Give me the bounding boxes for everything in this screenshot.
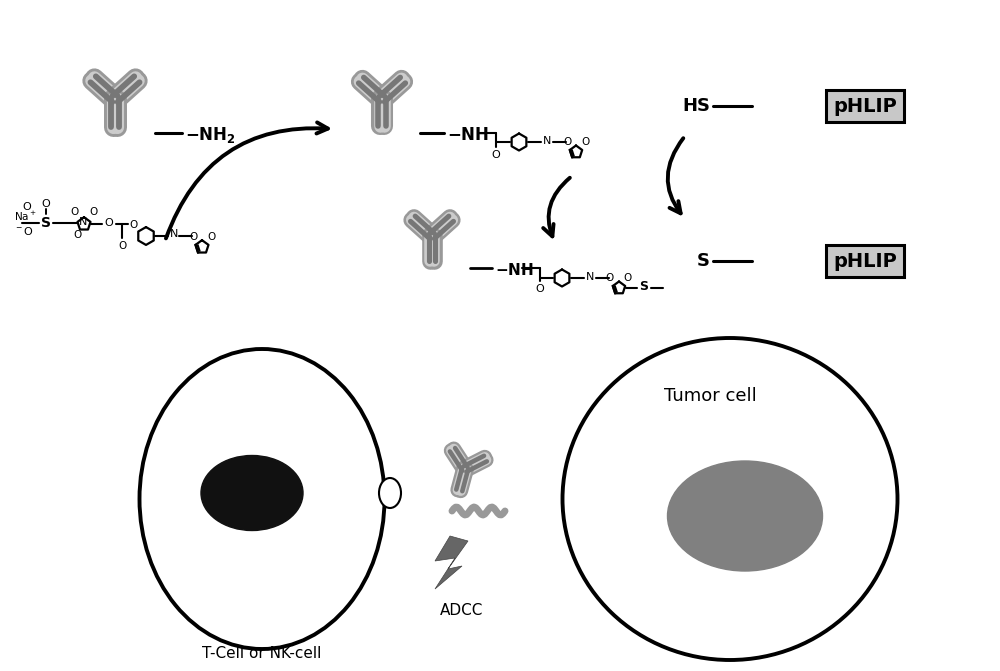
Text: N: N — [170, 229, 178, 239]
Text: pHLIP: pHLIP — [833, 252, 897, 270]
Text: O: O — [189, 232, 197, 242]
Text: $\bf{-NH}$: $\bf{-NH}$ — [495, 262, 534, 278]
Text: O: O — [89, 207, 97, 217]
Ellipse shape — [201, 456, 303, 531]
Text: T-Cell or NK-cell: T-Cell or NK-cell — [202, 646, 322, 661]
Text: O: O — [606, 273, 614, 283]
Text: O: O — [624, 273, 632, 283]
Text: $\bf{-NH}$: $\bf{-NH}$ — [447, 126, 489, 144]
Text: O: O — [118, 241, 126, 251]
Text: HS: HS — [682, 97, 710, 115]
Text: O: O — [23, 202, 31, 212]
Text: $\bf{-NH_2}$: $\bf{-NH_2}$ — [185, 125, 236, 145]
Text: Tumor cell: Tumor cell — [664, 387, 756, 405]
Text: S: S — [640, 280, 648, 293]
Ellipse shape — [668, 461, 822, 571]
Text: O: O — [42, 199, 50, 209]
Ellipse shape — [140, 349, 384, 649]
Text: pHLIP: pHLIP — [833, 97, 897, 115]
Text: O: O — [536, 284, 544, 294]
Text: O: O — [581, 137, 589, 147]
Text: O: O — [207, 232, 215, 242]
Text: O: O — [563, 137, 571, 147]
Text: Na$^+$: Na$^+$ — [14, 209, 37, 223]
Ellipse shape — [379, 478, 401, 508]
Text: ADCC: ADCC — [440, 603, 484, 618]
Text: O: O — [70, 207, 78, 217]
Text: O: O — [105, 218, 113, 228]
Ellipse shape — [562, 338, 898, 660]
Text: N: N — [79, 217, 87, 227]
Text: O: O — [130, 220, 138, 230]
Text: S: S — [697, 252, 710, 270]
Text: N: N — [543, 136, 551, 146]
Polygon shape — [435, 536, 468, 589]
Text: $^-$O: $^-$O — [14, 225, 34, 237]
Text: O: O — [492, 150, 500, 160]
Text: S: S — [41, 216, 51, 230]
Text: N: N — [586, 272, 594, 282]
Text: O: O — [73, 230, 81, 240]
